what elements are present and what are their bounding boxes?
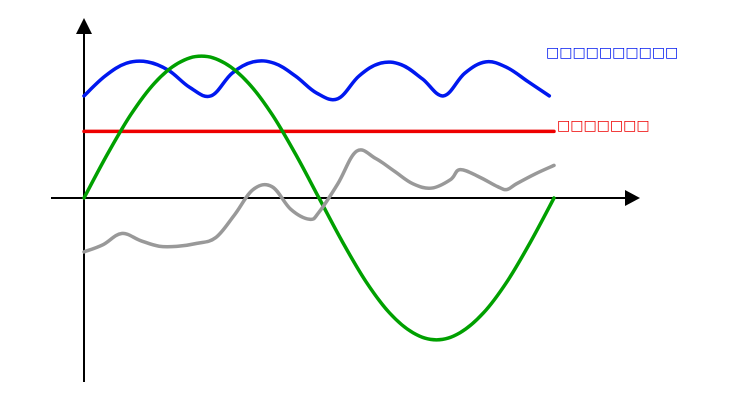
series-line-0 bbox=[82, 59, 552, 102]
series-line-3 bbox=[82, 148, 556, 254]
axes-layer bbox=[51, 18, 640, 382]
x-axis-arrow-icon bbox=[625, 190, 640, 206]
series-label-dc: □□□□□□□ bbox=[557, 118, 650, 134]
series-layer bbox=[82, 54, 556, 342]
series-line-2 bbox=[82, 54, 556, 342]
series-label-ripple: □□□□□□□□□□ bbox=[546, 45, 678, 61]
y-axis-arrow-icon bbox=[76, 18, 92, 34]
